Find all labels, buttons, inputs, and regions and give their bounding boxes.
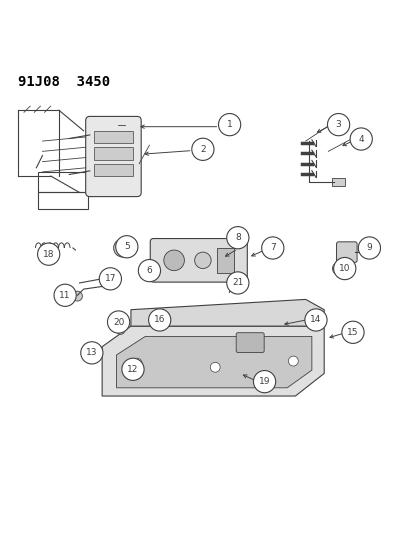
FancyBboxPatch shape [85, 116, 141, 197]
Text: 4: 4 [358, 134, 363, 143]
FancyBboxPatch shape [236, 333, 263, 352]
Text: 9: 9 [366, 244, 371, 253]
Circle shape [327, 114, 349, 136]
Circle shape [349, 128, 371, 150]
Text: 11: 11 [59, 291, 71, 300]
Text: 2: 2 [199, 145, 205, 154]
Circle shape [333, 257, 355, 280]
Text: 7: 7 [269, 244, 275, 253]
Text: 15: 15 [347, 328, 358, 337]
Circle shape [54, 284, 76, 306]
Bar [94, 131, 133, 143]
Text: 16: 16 [154, 316, 165, 325]
Circle shape [132, 358, 142, 368]
Circle shape [115, 313, 125, 323]
Circle shape [121, 358, 144, 381]
Text: 6: 6 [146, 266, 152, 275]
Bar [332, 178, 344, 187]
Text: 12: 12 [127, 365, 138, 374]
Circle shape [194, 252, 211, 269]
Bar [94, 147, 133, 159]
Circle shape [191, 138, 214, 160]
Text: 19: 19 [258, 377, 270, 386]
Circle shape [332, 262, 344, 274]
Text: 91J08  3450: 91J08 3450 [18, 75, 110, 90]
Polygon shape [131, 300, 323, 326]
Circle shape [38, 243, 59, 265]
Circle shape [164, 250, 184, 271]
Polygon shape [102, 326, 323, 396]
Circle shape [341, 321, 363, 343]
Circle shape [226, 272, 248, 294]
Polygon shape [116, 336, 311, 388]
FancyBboxPatch shape [336, 242, 356, 262]
Circle shape [227, 278, 232, 284]
Circle shape [107, 311, 129, 333]
Circle shape [114, 239, 131, 257]
Circle shape [304, 309, 326, 331]
Text: 5: 5 [123, 243, 129, 251]
Circle shape [261, 237, 283, 259]
Text: 3: 3 [335, 120, 341, 129]
Circle shape [253, 370, 275, 393]
Circle shape [72, 291, 82, 301]
Circle shape [210, 362, 220, 372]
Circle shape [138, 260, 160, 282]
Text: 8: 8 [235, 233, 240, 242]
Circle shape [99, 268, 121, 290]
Text: 10: 10 [338, 264, 350, 273]
Text: 21: 21 [232, 278, 243, 287]
Text: 13: 13 [86, 349, 97, 357]
Bar [217, 248, 233, 273]
Circle shape [288, 356, 298, 366]
Text: 1: 1 [226, 120, 232, 129]
Bar [38, 192, 88, 209]
Circle shape [358, 237, 380, 259]
Circle shape [81, 342, 103, 364]
Bar [94, 164, 133, 176]
Circle shape [226, 227, 248, 249]
Text: 17: 17 [104, 274, 116, 284]
Text: 20: 20 [113, 318, 124, 327]
FancyBboxPatch shape [150, 239, 247, 282]
Circle shape [218, 114, 240, 136]
Text: 18: 18 [43, 249, 54, 259]
Bar [38, 172, 88, 192]
Text: 14: 14 [309, 316, 321, 325]
Circle shape [115, 236, 138, 258]
Circle shape [116, 326, 124, 334]
Circle shape [148, 309, 171, 331]
